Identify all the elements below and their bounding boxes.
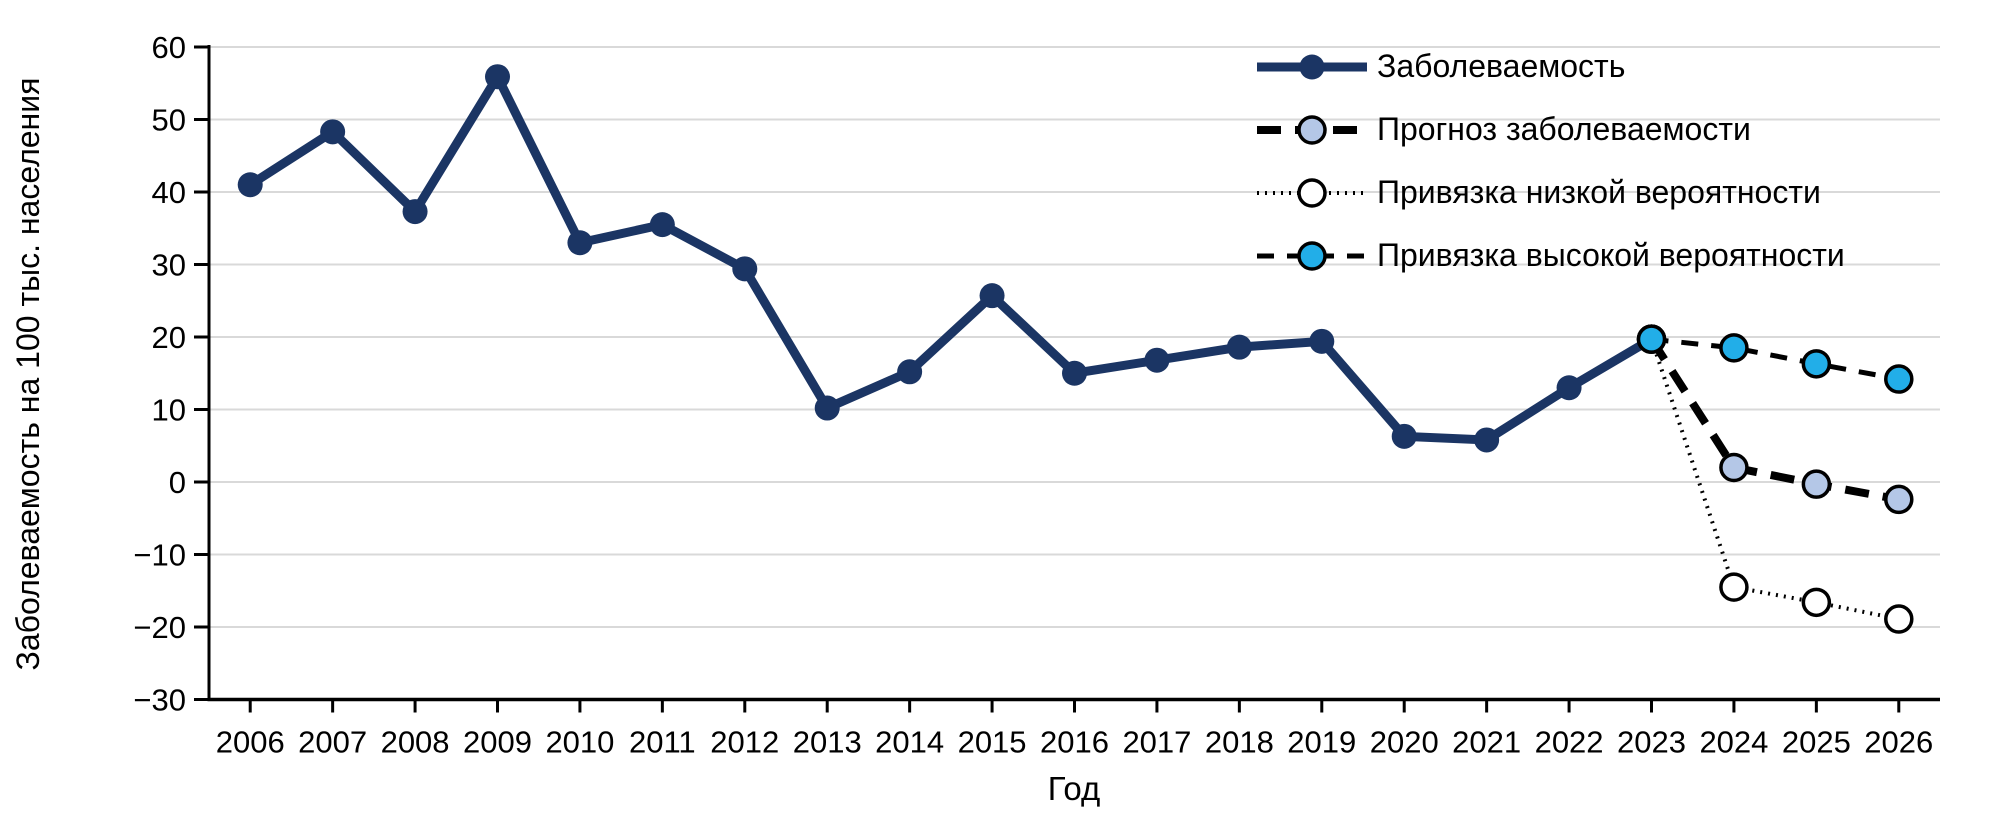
- data-point-marker: [1801, 349, 1832, 379]
- y-tick-label: 20: [152, 320, 186, 355]
- legend-item-low-probability: Привязка низкой вероятности: [1256, 161, 1845, 224]
- data-point-marker: [732, 256, 758, 282]
- y-tick-label: 60: [152, 30, 186, 65]
- x-tick-label: 2025: [1782, 725, 1851, 760]
- x-tick-label: 2014: [875, 725, 944, 760]
- data-point-marker: [237, 172, 263, 198]
- data-point-marker: [1719, 333, 1749, 363]
- legend-item-forecast: Прогноз заболеваемости: [1256, 98, 1845, 161]
- legend-label: Привязка низкой вероятности: [1377, 174, 1821, 210]
- legend-label: Заболеваемость: [1377, 48, 1626, 84]
- y-tick-label: 50: [152, 103, 186, 138]
- x-tick-label: 2020: [1370, 725, 1439, 760]
- legend-marker: [1297, 177, 1327, 208]
- data-point-marker: [1719, 452, 1749, 483]
- data-point-marker: [1884, 604, 1914, 634]
- data-point-marker: [649, 212, 675, 238]
- data-point-marker: [1226, 334, 1252, 360]
- x-tick-label: 2016: [1040, 725, 1109, 760]
- legend-label: Прогноз заболеваемости: [1377, 111, 1751, 147]
- x-tick-label: 2022: [1535, 725, 1604, 760]
- y-tick-label: −20: [133, 610, 186, 645]
- series-line: [1651, 336, 1900, 382]
- x-tick-label: 2008: [381, 725, 450, 760]
- data-point-marker: [897, 359, 923, 385]
- series-line: [1648, 337, 1900, 504]
- gridlines: [209, 46, 1940, 628]
- data-point-marker: [1884, 364, 1914, 394]
- x-tick-label: 2018: [1205, 725, 1274, 760]
- x-tick-label: 2026: [1864, 725, 1933, 760]
- series-line: [247, 67, 1654, 445]
- legend-item-high-probability: Привязка высокой вероятности: [1256, 224, 1845, 287]
- data-point-marker: [1144, 347, 1170, 373]
- x-tick-label: 2019: [1287, 725, 1356, 760]
- legend-label: Привязка высокой вероятности: [1377, 237, 1845, 273]
- x-axis-title: Год: [1047, 770, 1101, 807]
- data-point-marker: [402, 199, 428, 225]
- legend-line-marker-icon: [1256, 113, 1368, 147]
- data-point-marker: [1391, 423, 1417, 449]
- y-axis-title: Заболеваемость на 100 тыс. населения: [10, 77, 46, 671]
- x-tick-label: 2024: [1699, 725, 1768, 760]
- data-point-marker: [1719, 572, 1749, 602]
- x-tick-label: 2015: [958, 725, 1027, 760]
- x-tick-label: 2009: [463, 725, 532, 760]
- data-point-marker: [979, 283, 1005, 309]
- data-point-marker: [1474, 427, 1500, 453]
- axes: [194, 45, 1940, 713]
- data-point-marker: [567, 230, 593, 256]
- data-point-marker: [1309, 328, 1335, 354]
- data-point-marker: [1556, 375, 1582, 401]
- data-point-marker: [1801, 587, 1832, 618]
- data-point-marker: [1636, 324, 1667, 354]
- y-tick-label: 30: [152, 248, 186, 283]
- y-tick-label: −30: [133, 683, 186, 718]
- x-tick-label: 2017: [1122, 725, 1191, 760]
- x-tick-label: 2007: [298, 725, 367, 760]
- legend: Заболеваемость Прогноз заболеваемости Пр…: [1256, 35, 1845, 287]
- x-tick-label: 2013: [793, 725, 862, 760]
- data-point-marker: [1062, 360, 1087, 386]
- legend-item-incidence: Заболеваемость: [1256, 35, 1845, 98]
- data-point-marker: [1801, 469, 1832, 499]
- legend-line-marker-icon: [1256, 239, 1368, 273]
- x-tick-label: 2023: [1617, 725, 1686, 760]
- legend-marker: [1297, 114, 1327, 145]
- data-point-marker: [814, 395, 840, 421]
- x-tick-label: 2006: [216, 725, 285, 760]
- legend-line-marker-icon: [1256, 50, 1368, 84]
- y-tick-label: 10: [152, 393, 186, 428]
- x-tick-label: 2021: [1452, 725, 1521, 760]
- data-series: [237, 64, 1914, 634]
- data-point-marker: [320, 119, 346, 145]
- legend-marker: [1297, 240, 1327, 271]
- legend-marker: [1299, 54, 1325, 79]
- y-tick-label: 40: [152, 175, 186, 210]
- data-point-marker: [485, 64, 510, 90]
- x-tick-label: 2012: [710, 725, 779, 760]
- data-point-marker: [1884, 484, 1914, 515]
- y-tick-label: 0: [169, 465, 186, 500]
- x-tick-label: 2010: [545, 725, 614, 760]
- y-tick-label: −10: [133, 538, 186, 573]
- legend-line-marker-icon: [1256, 176, 1368, 210]
- x-tick-label: 2011: [629, 725, 696, 760]
